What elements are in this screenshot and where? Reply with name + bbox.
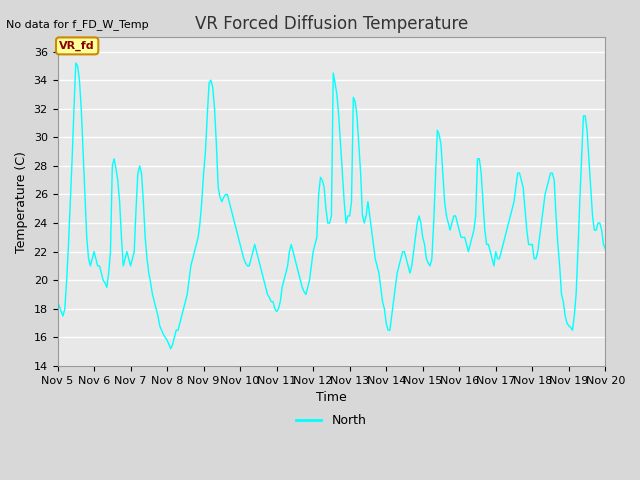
Text: VR_fd: VR_fd [60, 41, 95, 51]
Title: VR Forced Diffusion Temperature: VR Forced Diffusion Temperature [195, 15, 468, 33]
Text: No data for f_FD_W_Temp: No data for f_FD_W_Temp [6, 19, 149, 30]
Legend: North: North [291, 409, 371, 432]
Y-axis label: Temperature (C): Temperature (C) [15, 151, 28, 252]
X-axis label: Time: Time [316, 391, 347, 404]
